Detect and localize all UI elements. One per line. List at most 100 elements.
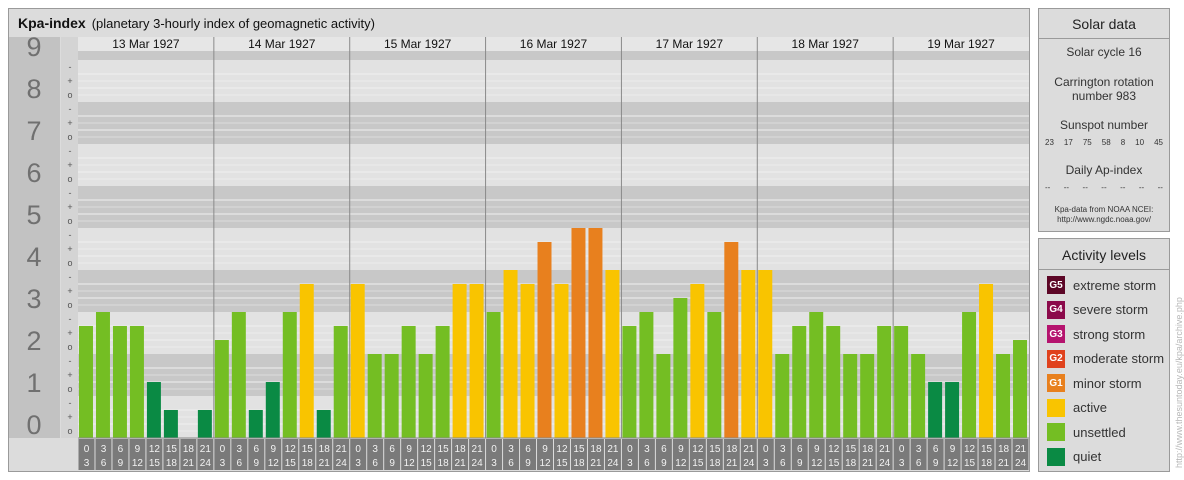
y-minor-mark: + <box>67 118 72 128</box>
interval-start-label: 15 <box>166 444 178 455</box>
y-tick-label: 8 <box>26 74 41 104</box>
interval-end-label: 15 <box>421 458 433 469</box>
carrington-rotation-line1: Carrington rotation <box>1054 75 1154 89</box>
y-tick-label: 7 <box>26 116 41 146</box>
interval-box <box>554 439 570 470</box>
interval-end-label: 3 <box>220 458 226 469</box>
kp-band <box>78 270 1029 312</box>
activity-levels-panel: Activity levels G5 extreme storm G4 severe … <box>1038 238 1170 472</box>
interval-end-label: 6 <box>780 458 786 469</box>
interval-start-label: 15 <box>845 444 857 455</box>
day-label: 14 Mar 1927 <box>248 37 316 51</box>
kp-bar <box>333 325 348 438</box>
day-label: 15 Mar 1927 <box>384 37 452 51</box>
interval-box <box>452 439 469 470</box>
ap-value: -- <box>1063 183 1070 192</box>
interval-box <box>621 439 638 470</box>
kp-bar <box>452 283 467 438</box>
y-minor-mark: o <box>67 216 72 226</box>
interval-start-label: 3 <box>372 444 378 455</box>
interval-box <box>927 439 944 470</box>
kp-bar <box>928 382 943 438</box>
y-axis-column <box>9 37 60 438</box>
interval-end-label: 24 <box>1015 458 1027 469</box>
interval-box <box>95 439 112 470</box>
interval-box <box>350 439 367 470</box>
interval-end-label: 3 <box>763 458 769 469</box>
interval-start-label: 6 <box>525 444 531 455</box>
kp-bar <box>435 325 450 438</box>
interval-start-label: 0 <box>627 444 633 455</box>
interval-end-label: 24 <box>336 458 348 469</box>
interval-start-label: 9 <box>542 444 548 455</box>
kp-bar <box>656 354 671 438</box>
y-minor-mark: - <box>69 398 72 408</box>
interval-end-label: 18 <box>845 458 857 469</box>
interval-box <box>367 439 384 470</box>
interval-end-label: 18 <box>166 458 178 469</box>
interval-box <box>486 439 503 470</box>
interval-start-label: 0 <box>491 444 497 455</box>
y-minor-mark: o <box>67 426 72 436</box>
interval-start-label: 0 <box>899 444 905 455</box>
interval-box <box>893 439 910 470</box>
interval-start-label: 15 <box>709 444 721 455</box>
y-minor-mark: + <box>67 160 72 170</box>
interval-end-label: 12 <box>539 458 551 469</box>
kp-band <box>78 60 1029 102</box>
activity-level-extreme-storm: G5 extreme storm <box>1047 276 1156 294</box>
interval-box <box>876 439 893 470</box>
interval-start-label: 6 <box>389 444 395 455</box>
interval-end-label: 3 <box>491 458 497 469</box>
kp-bar <box>571 228 586 438</box>
kp-bar <box>537 241 552 438</box>
activity-level-minor-storm: G1 minor storm <box>1047 374 1142 392</box>
day-label: 13 Mar 1927 <box>112 37 180 51</box>
data-credit-line1: Kpa-data from NOAA NCEI: <box>1054 205 1154 214</box>
kp-bar <box>673 298 688 438</box>
carrington-rotation-line2: number 983 <box>1071 89 1137 103</box>
interval-box <box>825 439 842 470</box>
interval-end-label: 18 <box>573 458 585 469</box>
interval-end-label: 15 <box>828 458 840 469</box>
interval-end-label: 21 <box>862 458 874 469</box>
kp-bar <box>707 312 722 438</box>
interval-start-label: 21 <box>743 444 755 455</box>
interval-box <box>655 439 672 470</box>
y-minor-mark: + <box>67 76 72 86</box>
interval-start-label: 12 <box>421 444 433 455</box>
interval-box <box>808 439 825 470</box>
interval-box <box>401 439 418 470</box>
kp-bar <box>860 354 875 438</box>
interval-start-label: 9 <box>406 444 412 455</box>
interval-box <box>740 439 757 470</box>
activity-level-label: minor storm <box>1073 375 1142 391</box>
interval-end-label: 12 <box>268 458 280 469</box>
interval-box <box>689 439 706 470</box>
activity-level-swatch <box>1047 447 1065 466</box>
y-minor-mark: o <box>67 258 72 268</box>
interval-end-label: 24 <box>879 458 891 469</box>
activity-level-swatch: G2 <box>1047 349 1065 368</box>
interval-start-label: 0 <box>763 444 769 455</box>
interval-start-label: 12 <box>285 444 297 455</box>
interval-box <box>418 439 435 470</box>
activity-level-label: active <box>1073 400 1107 415</box>
interval-box <box>231 439 248 470</box>
interval-box <box>1012 439 1029 470</box>
y-minor-mark: o <box>67 132 72 142</box>
chart-title: Kpa-index (planetary 3-hourly index of ge… <box>18 15 375 31</box>
kp-bar <box>724 241 739 438</box>
interval-box <box>129 439 146 470</box>
y-minor-mark: + <box>67 286 72 296</box>
kp-bar <box>741 270 756 438</box>
kp-bar <box>758 270 773 438</box>
y-minor-mark: o <box>67 384 72 394</box>
interval-end-label: 21 <box>726 458 738 469</box>
sunspot-value: 8 <box>1120 138 1126 147</box>
interval-end-label: 18 <box>709 458 721 469</box>
interval-start-label: 9 <box>814 444 820 455</box>
kp-bar <box>95 312 110 438</box>
solar-cycle-text: Solar cycle 16 <box>1066 45 1142 59</box>
activity-level-label: moderate storm <box>1073 351 1165 366</box>
